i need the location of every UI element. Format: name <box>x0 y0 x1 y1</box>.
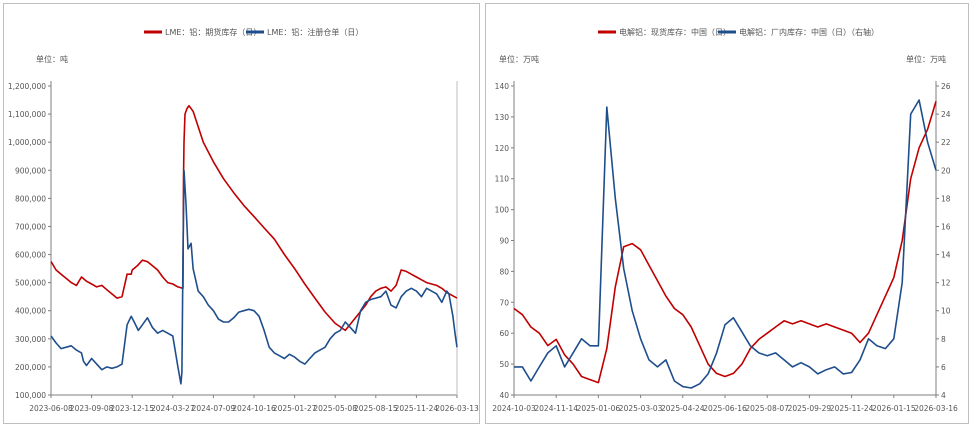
china-aluminum-chart: 电解铝：现货库存：中国（日） 电解铝：厂内库存：中国（日）（右轴） 单位：万吨 单位：… <box>485 3 969 424</box>
series-line-0 <box>50 104 458 332</box>
x-tick-label: 2026-03-16 <box>914 404 958 413</box>
x-tick-label: 2025-11-24 <box>830 404 874 413</box>
x-tick-label: 2025-06-16 <box>703 404 747 413</box>
y-tick-label: 60 <box>499 329 509 338</box>
x-tick-label: 2024-03-27 <box>151 404 195 413</box>
series-line-0 <box>513 101 937 384</box>
y-tick-label: 100,000 <box>15 391 46 400</box>
china-chart-svg: 电解铝：现货库存：中国（日） 电解铝：厂内库存：中国（日）（右轴） 单位：万吨 单位：… <box>492 27 958 413</box>
x-tick-label: 2024-07-09 <box>192 404 236 413</box>
y-tick-label: 900,000 <box>15 166 46 175</box>
y2-tick-label: 4 <box>941 391 946 400</box>
y-tick-label: 140 <box>495 82 510 91</box>
legend-label-1: 电解铝：厂内库存：中国（日）（右轴） <box>739 27 879 37</box>
y-tick-label: 800,000 <box>15 194 46 203</box>
x-tick-label: 2025-08-07 <box>745 404 789 413</box>
y2-tick-label: 12 <box>941 279 951 288</box>
x-tick-label: 2024-10-03 <box>492 404 536 413</box>
legend-label-0: LME：铝：期货库存（日） <box>165 27 261 37</box>
x-tick-label: 2023-12-15 <box>110 404 154 413</box>
y2-tick-label: 8 <box>941 335 946 344</box>
y2-tick-label: 20 <box>941 166 951 175</box>
y-tick-label: 130 <box>495 113 510 122</box>
y-tick-label: 600,000 <box>15 251 46 260</box>
y-tick-label: 70 <box>499 298 509 307</box>
y-tick-label: 1,000,000 <box>8 138 46 147</box>
y-tick-label: 300,000 <box>15 335 46 344</box>
y-tick-label: 100 <box>495 206 510 215</box>
x-tick-label: 2023-06-08 <box>29 404 73 413</box>
y-tick-label: 90 <box>499 237 509 246</box>
y2-tick-label: 10 <box>941 307 951 316</box>
series-line-1 <box>514 99 937 389</box>
y-tick-label: 200,000 <box>15 363 46 372</box>
y-tick-label: 80 <box>499 267 509 276</box>
x-tick-label: 2025-05-08 <box>313 404 357 413</box>
y2-tick-label: 26 <box>941 82 951 91</box>
y-tick-label: 120 <box>495 144 510 153</box>
y-tick-label: 700,000 <box>15 222 46 231</box>
x-tick-label: 2025-09-29 <box>788 404 832 413</box>
series-line-1 <box>50 169 458 385</box>
y2-tick-label: 18 <box>941 194 951 203</box>
x-tick-label: 2026-01-15 <box>872 404 916 413</box>
x-tick-label: 2025-08-15 <box>354 404 398 413</box>
x-tick-label: 2026-03-13 <box>435 404 479 413</box>
legend-label-1: LME：铝：注册仓单（日） <box>267 27 363 37</box>
y-tick-label: 500,000 <box>15 279 46 288</box>
y2-tick-label: 24 <box>941 110 951 119</box>
x-tick-label: 2025-01-27 <box>273 404 317 413</box>
y2-tick-label: 22 <box>941 138 951 147</box>
x-tick-label: 2023-09-08 <box>70 404 114 413</box>
x-tick-label: 2024-11-14 <box>534 404 578 413</box>
y2-tick-label: 16 <box>941 222 951 231</box>
y-tick-label: 110 <box>495 175 510 184</box>
lme-chart-svg: LME：铝：期货库存（日） LME：铝：注册仓单（日） 单位：吨 100,000 200… <box>8 27 479 413</box>
lme-aluminum-chart: LME：铝：期货库存（日） LME：铝：注册仓单（日） 单位：吨 100,000 200… <box>3 3 480 424</box>
y-tick-label: 1,200,000 <box>8 82 46 91</box>
y-tick-label: 50 <box>499 360 509 369</box>
left-unit-label: 单位：万吨 <box>499 54 539 64</box>
y-tick-label: 400,000 <box>15 307 46 316</box>
right-unit-label: 单位：万吨 <box>906 54 946 64</box>
y-tick-label: 1,100,000 <box>8 110 46 119</box>
x-tick-label: 2025-03-03 <box>619 404 663 413</box>
y2-tick-label: 14 <box>941 251 951 260</box>
x-tick-label: 2024-10-16 <box>232 404 276 413</box>
y2-tick-label: 6 <box>941 363 946 372</box>
legend-label-0: 电解铝：现货库存：中国（日） <box>619 27 731 37</box>
x-tick-label: 2025-01-06 <box>577 404 621 413</box>
y-tick-label: 40 <box>499 391 509 400</box>
left-unit-label: 单位：吨 <box>36 54 68 64</box>
x-tick-label: 2025-04-24 <box>661 404 705 413</box>
x-tick-label: 2025-11-24 <box>395 404 439 413</box>
